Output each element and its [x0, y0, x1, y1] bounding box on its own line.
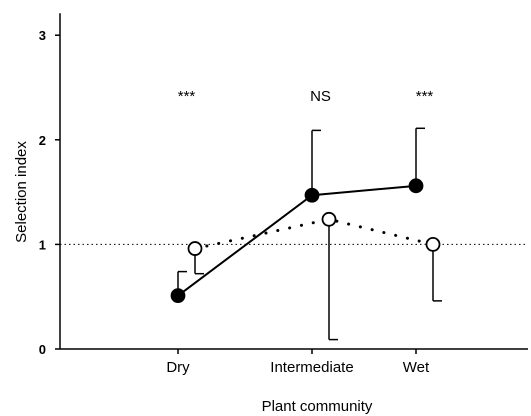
data-points-group [172, 179, 440, 302]
significance-label: NS [310, 88, 331, 105]
open-data-point [323, 213, 336, 226]
y-tick-label: 1 [39, 237, 46, 252]
filled-data-point [306, 189, 319, 202]
filled-data-point [410, 179, 423, 192]
series-1-line [178, 186, 416, 296]
y-tick-label: 0 [39, 342, 46, 357]
y-axis-title: Selection index [13, 141, 30, 243]
series-2-line [195, 219, 433, 248]
open-data-point [427, 238, 440, 251]
y-ticks-group: 0 1 2 3 [39, 28, 416, 357]
labels-group: Dry Intermediate Wet *** NS *** [166, 88, 433, 376]
significance-label: *** [178, 88, 196, 105]
series-lines-group [178, 186, 433, 296]
x-tick-label: Dry [166, 359, 190, 376]
significance-label: *** [416, 88, 434, 105]
x-axis-title: Plant community [262, 398, 373, 415]
y-tick-label: 3 [39, 28, 46, 43]
error-bars-group [178, 128, 442, 339]
x-tick-label: Intermediate [270, 359, 353, 376]
x-tick-label: Wet [403, 359, 430, 376]
y-tick-label: 2 [39, 133, 46, 148]
open-data-point [189, 242, 202, 255]
filled-data-point [172, 289, 185, 302]
axes-group [60, 13, 528, 349]
